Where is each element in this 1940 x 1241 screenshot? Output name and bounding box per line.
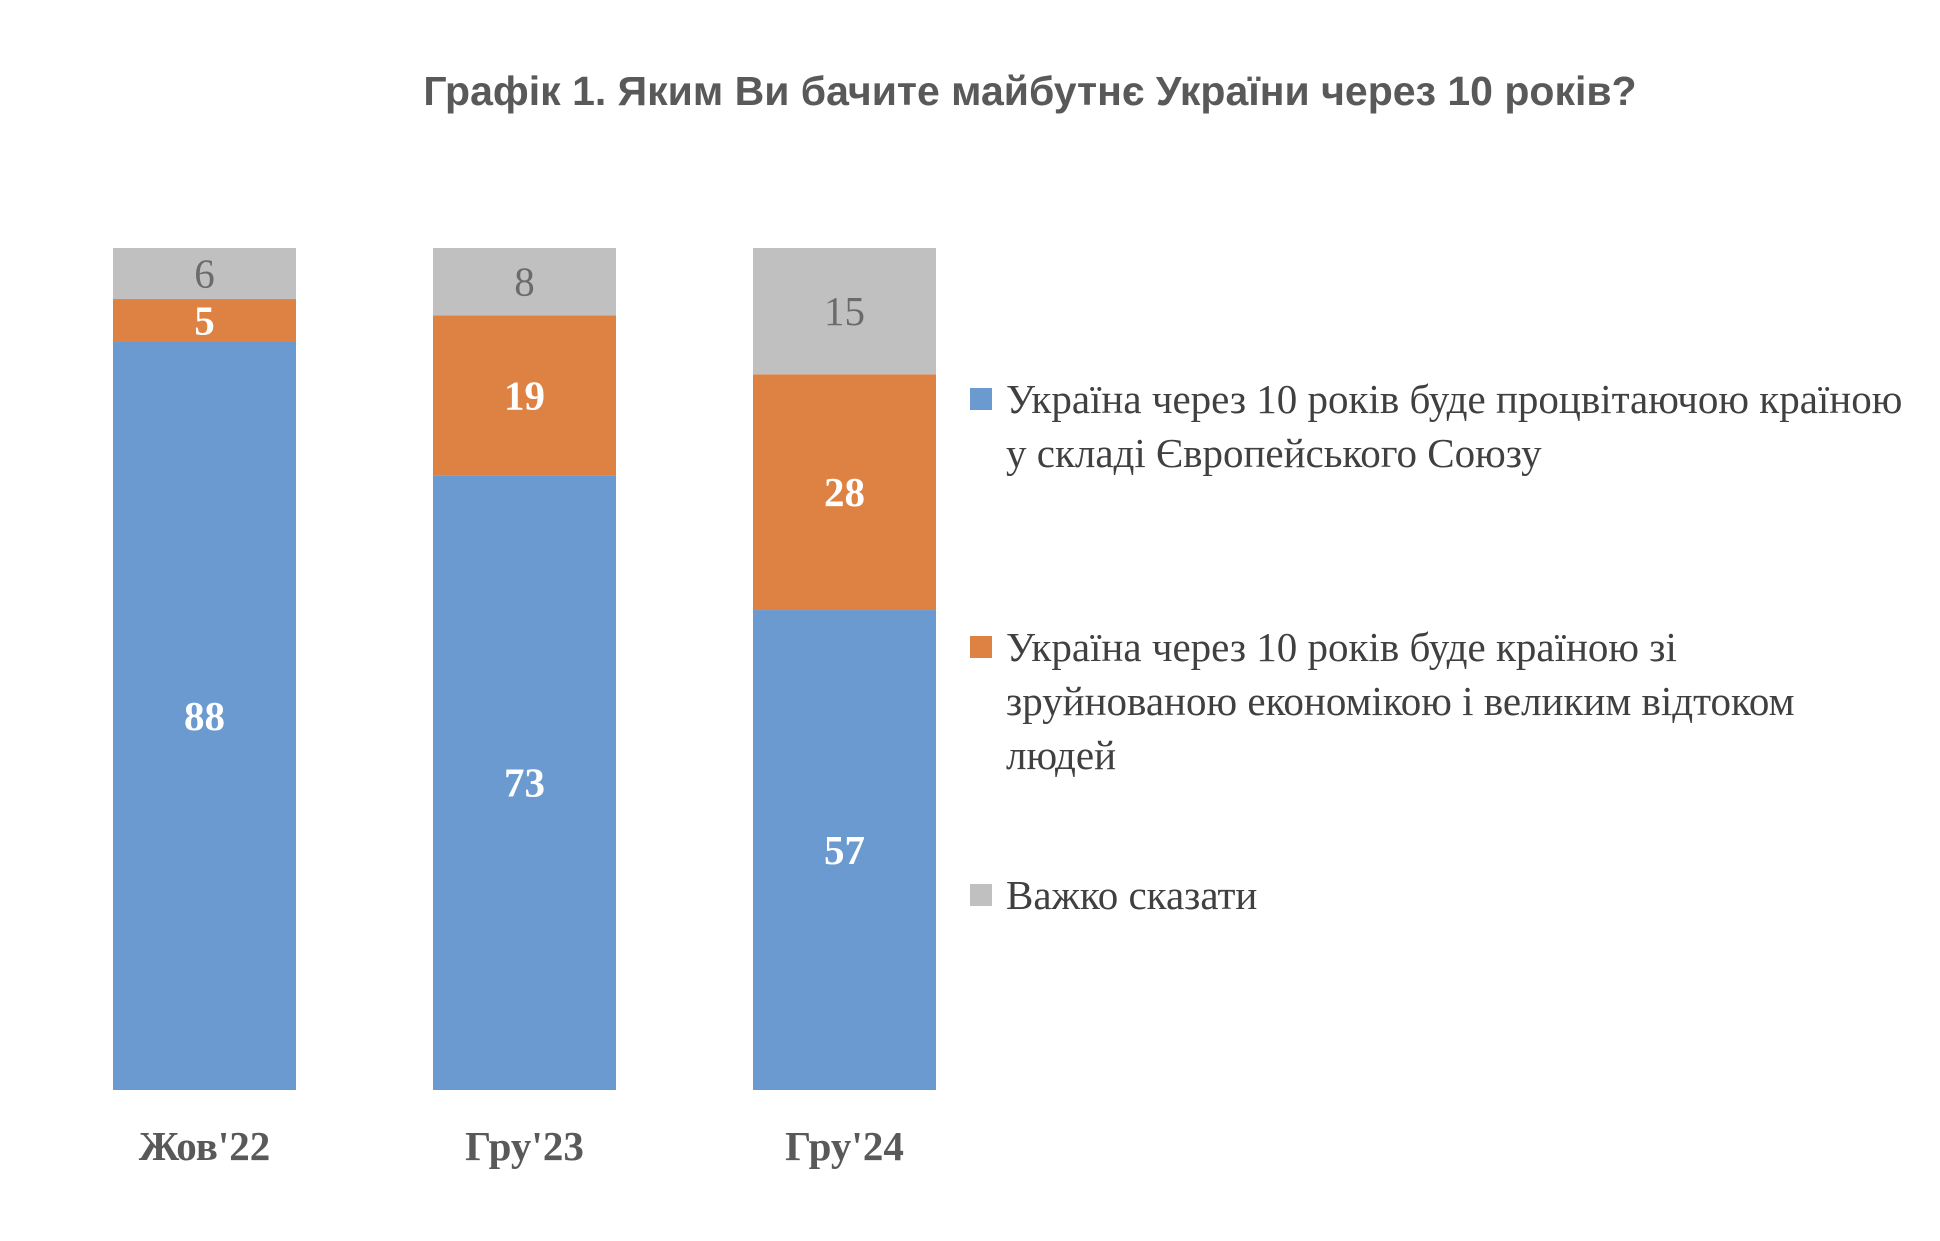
bar-segment-hard-to-say-dec-23 [433, 248, 616, 316]
legend-label-ruined: Україна через 10 років буде країною зі з… [1006, 624, 1795, 778]
bar-segment-eu-dec-24 [753, 610, 936, 1090]
category-label-dec-23: Гру'23 [465, 1123, 584, 1169]
data-label-ruined-oct-22: 5 [194, 297, 215, 343]
category-label-dec-24: Гру'24 [785, 1123, 904, 1169]
chart-title: Графік 1. Яким Ви бачите майбутнє Україн… [423, 68, 1637, 114]
data-label-eu-oct-22: 88 [184, 693, 225, 739]
category-label-oct-22: Жов'22 [139, 1123, 270, 1169]
legend-swatch-ruined [970, 636, 992, 658]
legend-swatch-eu [970, 388, 992, 410]
legend-item-eu: Україна через 10 років буде процвітаючою… [970, 372, 1906, 480]
bar-segment-eu-oct-22 [113, 341, 296, 1090]
stacked-bar-chart: 88 56 Жов'22 73 19 8 Гру'23 57 28 15 Гру'24 [113, 248, 936, 1169]
bar-segment-ruined-oct-22 [113, 299, 296, 342]
legend-label-eu: Україна через 10 років буде процвітаючою… [1006, 376, 1903, 476]
data-label-eu-dec-24: 57 [824, 827, 865, 873]
data-label-hard-to-say-dec-24: 15 [824, 288, 865, 334]
bar-segment-hard-to-say-oct-22 [113, 248, 296, 300]
bar-segment-ruined-dec-23 [433, 315, 616, 476]
bar-segment-eu-dec-23 [433, 475, 616, 1091]
data-label-hard-to-say-dec-23: 8 [514, 259, 535, 305]
data-label-ruined-dec-23: 19 [504, 372, 545, 418]
data-label-hard-to-say-oct-22: 6 [194, 251, 215, 297]
bar-segment-hard-to-say-dec-24 [753, 248, 936, 375]
data-label-eu-dec-23: 73 [504, 760, 545, 806]
legend-swatch-hard-to-say [970, 884, 992, 906]
legend-item-hard-to-say: Важко сказати [970, 868, 1906, 922]
legend-label-hard-to-say: Важко сказати [1006, 872, 1258, 918]
legend-item-ruined: Україна через 10 років буде країною зі з… [970, 620, 1826, 782]
data-label-ruined-dec-24: 28 [824, 469, 865, 515]
bar-segment-ruined-dec-24 [753, 374, 936, 611]
